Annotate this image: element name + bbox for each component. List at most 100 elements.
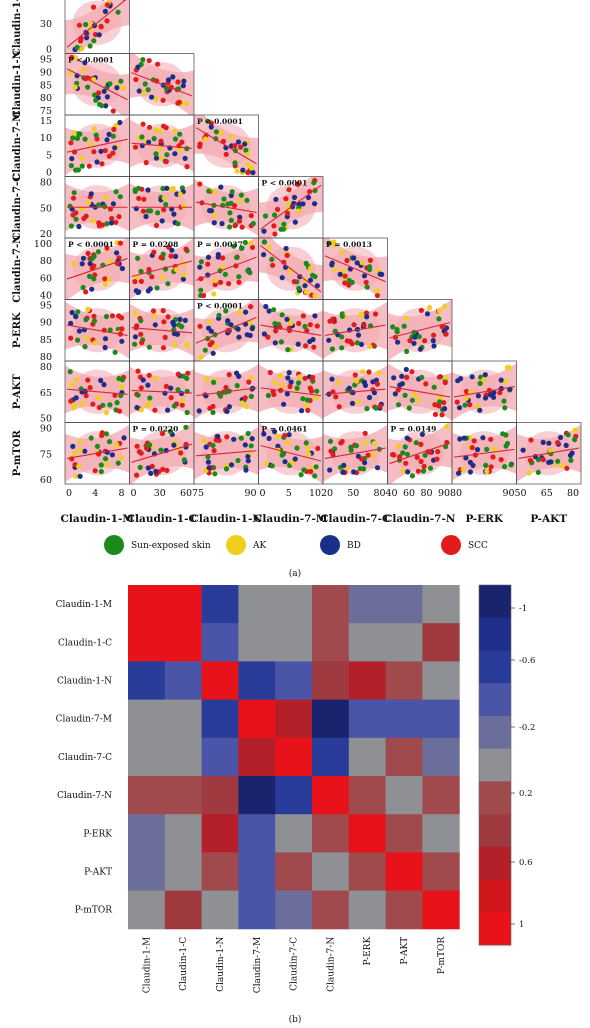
y-tick-label: 50 bbox=[40, 414, 52, 425]
data-point bbox=[482, 372, 488, 378]
cell-content bbox=[323, 301, 388, 360]
cell-content bbox=[65, 115, 130, 176]
data-point bbox=[240, 167, 246, 173]
data-point bbox=[402, 444, 408, 450]
data-point bbox=[217, 279, 224, 285]
data-point bbox=[206, 188, 212, 194]
p-value-label: P = 0.0220 bbox=[133, 425, 179, 434]
data-point bbox=[134, 472, 140, 478]
heatmap-row-label: Claudin-7-M bbox=[56, 715, 112, 725]
data-point bbox=[103, 103, 109, 109]
data-point bbox=[284, 316, 290, 322]
y-tick-label: 60 bbox=[40, 475, 52, 486]
data-point bbox=[296, 285, 302, 291]
heatmap-cell bbox=[312, 585, 350, 624]
data-point bbox=[480, 435, 486, 441]
data-point bbox=[406, 405, 412, 411]
cell-content bbox=[65, 182, 130, 232]
data-point bbox=[74, 135, 80, 141]
x-tick-label: 75 bbox=[192, 488, 204, 499]
data-point bbox=[149, 463, 155, 469]
scatter-cell bbox=[129, 114, 195, 177]
data-point bbox=[132, 279, 138, 285]
scatter-cell bbox=[322, 360, 388, 423]
regression-line bbox=[131, 260, 193, 278]
data-point bbox=[395, 339, 401, 345]
heatmap-cell bbox=[201, 890, 239, 930]
data-point bbox=[307, 322, 313, 328]
cell-content bbox=[387, 362, 452, 421]
data-point bbox=[211, 291, 217, 297]
data-point bbox=[288, 379, 294, 385]
data-point bbox=[422, 452, 428, 458]
data-point bbox=[482, 395, 489, 401]
data-point bbox=[75, 337, 81, 343]
y-tick-label: 90 bbox=[40, 424, 52, 435]
data-point bbox=[155, 61, 161, 67]
colorbar-segment bbox=[479, 683, 511, 717]
data-point bbox=[390, 324, 396, 330]
data-point bbox=[80, 284, 86, 291]
data-point bbox=[140, 377, 146, 383]
data-point bbox=[210, 409, 216, 416]
legend-label: BD bbox=[347, 541, 361, 551]
data-point bbox=[77, 447, 83, 453]
regression-line bbox=[66, 324, 128, 336]
data-point bbox=[302, 283, 308, 289]
data-point bbox=[223, 151, 229, 157]
data-point bbox=[492, 446, 498, 452]
cell-content bbox=[65, 365, 130, 419]
p-value-label: P = 0.0208 bbox=[133, 240, 179, 249]
data-point bbox=[261, 252, 267, 258]
data-point bbox=[364, 406, 370, 412]
heatmap-cell bbox=[422, 890, 460, 930]
data-point bbox=[404, 451, 410, 457]
data-point bbox=[175, 387, 181, 393]
data-point bbox=[462, 402, 468, 408]
data-point bbox=[113, 189, 119, 195]
data-point bbox=[306, 451, 312, 457]
data-point bbox=[288, 320, 294, 326]
data-point bbox=[358, 341, 365, 347]
data-point bbox=[332, 446, 338, 452]
scatter-cell bbox=[193, 360, 259, 423]
data-point bbox=[298, 472, 304, 478]
data-point bbox=[310, 374, 316, 380]
data-point bbox=[138, 385, 144, 391]
data-point bbox=[303, 343, 309, 349]
heatmap-cell bbox=[128, 776, 166, 815]
data-point bbox=[364, 284, 370, 290]
x-tick-label: 90 bbox=[438, 488, 450, 499]
data-point bbox=[296, 208, 302, 214]
data-point bbox=[540, 439, 546, 445]
data-point bbox=[272, 340, 278, 346]
data-point bbox=[205, 454, 211, 460]
data-point bbox=[134, 405, 140, 411]
data-point bbox=[234, 254, 240, 261]
data-point bbox=[146, 266, 152, 273]
data-point bbox=[281, 221, 287, 227]
data-point bbox=[88, 191, 94, 197]
data-point bbox=[242, 442, 248, 448]
data-point bbox=[245, 453, 251, 460]
colorbar-border bbox=[478, 584, 512, 946]
heatmap-cell bbox=[128, 890, 166, 930]
cell-content bbox=[452, 362, 517, 421]
regression-line bbox=[195, 201, 257, 213]
data-point bbox=[273, 196, 279, 202]
data-point bbox=[467, 402, 473, 408]
heatmap-cell bbox=[385, 623, 423, 662]
data-point bbox=[104, 94, 110, 100]
data-point bbox=[236, 274, 242, 280]
data-point bbox=[165, 407, 171, 413]
data-point bbox=[281, 401, 287, 407]
data-point bbox=[411, 391, 417, 397]
data-point bbox=[266, 244, 272, 250]
data-point bbox=[155, 210, 161, 216]
data-point bbox=[424, 311, 431, 317]
data-point bbox=[455, 470, 462, 476]
data-point bbox=[245, 151, 251, 157]
data-point bbox=[456, 405, 463, 411]
colorbar-segment bbox=[479, 715, 511, 750]
